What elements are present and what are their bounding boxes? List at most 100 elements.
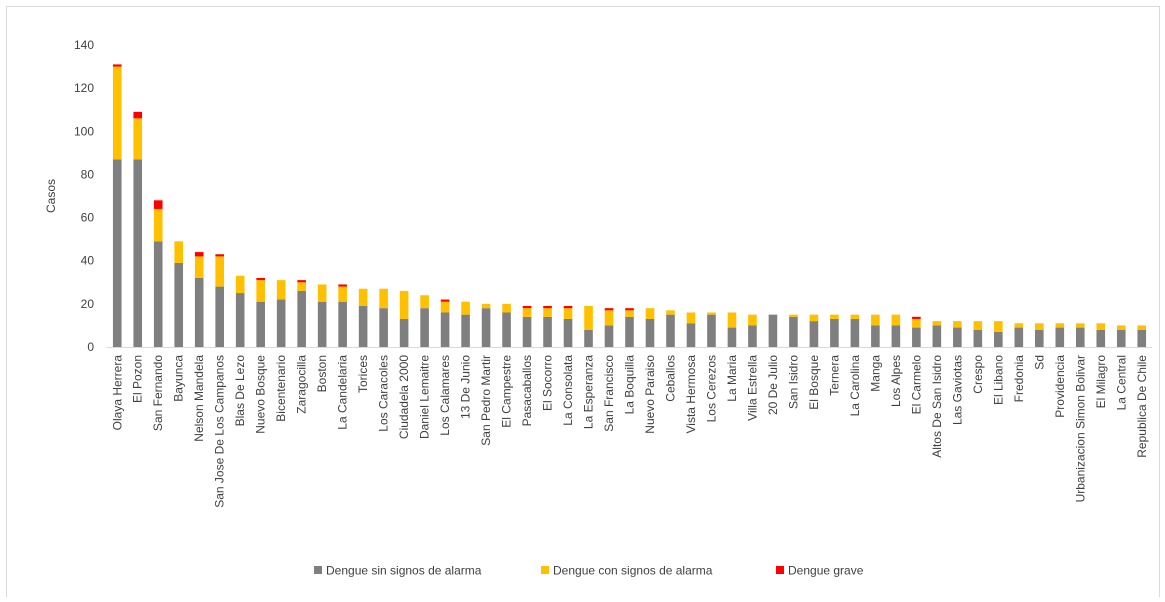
x-tick-label: La Candelaria — [336, 355, 350, 430]
bar-segment-series-1 — [522, 316, 532, 347]
x-tick-label: La Boquilla — [623, 355, 637, 415]
x-tick-label: Ciudadela 2000 — [397, 355, 411, 439]
bar-segment-series-2 — [235, 275, 245, 294]
x-tick-label: La Central — [1114, 355, 1128, 410]
bar-segment-series-1 — [256, 301, 265, 347]
bar-segment-series-2 — [133, 118, 143, 160]
y-axis-label: Casos — [44, 179, 58, 213]
bar-segment-series-3 — [543, 306, 552, 309]
bar-segment-series-1 — [891, 325, 901, 347]
bar-segment-series-2 — [604, 310, 614, 326]
bar-segment-series-2 — [1096, 323, 1106, 330]
x-tick-label: San Francisco — [602, 355, 616, 432]
x-tick-label: Zaragocilla — [295, 355, 309, 414]
bar-segment-series-1 — [215, 286, 224, 347]
bar-segment-series-1 — [768, 314, 778, 347]
bar-segment-series-1 — [153, 241, 163, 347]
bar-segment-series-2 — [461, 301, 470, 315]
bar-segment-series-1 — [625, 316, 634, 347]
bar-segment-series-1 — [748, 325, 757, 347]
x-tick-label: San Pedro Martir — [479, 355, 493, 446]
legend-swatch — [541, 566, 549, 574]
x-tick-label: Altos De San Isidro — [930, 355, 944, 458]
bar-segment-series-1 — [584, 329, 593, 347]
bar-segment-series-2 — [358, 288, 368, 307]
bar-segment-series-1 — [830, 318, 839, 347]
bar-segment-series-2 — [891, 314, 901, 326]
bar-segment-series-2 — [276, 280, 286, 300]
bar-segment-series-2 — [153, 208, 163, 242]
bar-segment-series-1 — [953, 327, 962, 347]
bar-segment-series-2 — [1116, 325, 1126, 330]
bar-segment-series-3 — [440, 299, 450, 302]
bar-segment-series-1 — [604, 325, 614, 347]
bar-segment-series-1 — [645, 318, 655, 347]
bar-segment-series-3 — [194, 252, 204, 257]
bar-segment-series-2 — [727, 312, 737, 328]
bar-segment-series-1 — [1096, 329, 1106, 347]
bar-segment-series-2 — [420, 295, 429, 309]
legend-swatch — [776, 566, 784, 574]
bar-segment-series-2 — [645, 308, 655, 319]
bar-segment-series-2 — [440, 301, 450, 313]
x-tick-label: El Bosque — [807, 355, 821, 410]
bar-segment-series-2 — [809, 314, 819, 322]
bar-segment-series-2 — [1055, 323, 1065, 328]
bar-segment-series-2 — [994, 321, 1003, 332]
x-tick-label: La Esperanza — [582, 355, 596, 429]
bar-segment-series-3 — [153, 200, 163, 209]
x-tick-label: Blas De Lezo — [233, 355, 247, 427]
bar-segment-series-1 — [543, 316, 552, 347]
bar-segment-series-1 — [461, 314, 470, 347]
x-tick-label: Bicentenario — [274, 355, 288, 422]
bar-segment-series-2 — [953, 321, 962, 328]
bar-segment-series-3 — [522, 306, 532, 309]
bar-segment-series-1 — [481, 308, 491, 347]
bar-segment-series-1 — [502, 312, 511, 347]
x-tick-label: Los Cerezos — [704, 355, 718, 422]
bar-segment-series-2 — [481, 303, 491, 309]
bar-segment-series-2 — [973, 321, 983, 330]
bar-segment-series-1 — [1116, 329, 1126, 347]
bar-segment-series-2 — [1137, 325, 1147, 330]
bar-segment-series-1 — [666, 314, 675, 347]
x-tick-label: Torices — [356, 355, 370, 393]
legend: Dengue sin signos de alarma Dengue con si… — [314, 564, 864, 578]
x-tick-label: Boston — [315, 355, 329, 392]
legend-swatch — [314, 566, 322, 574]
x-tick-label: El Campestre — [500, 355, 514, 428]
bar-segment-series-1 — [133, 159, 143, 347]
x-tick-label: 13 De Junio — [459, 355, 473, 419]
bar-segment-series-3 — [297, 280, 306, 283]
x-tick-label: El Carmelo — [909, 355, 923, 415]
bar-segment-series-2 — [215, 256, 224, 287]
x-tick-label: San Fernando — [151, 355, 165, 431]
y-tick-label: 0 — [87, 340, 94, 354]
x-tick-label: Pasacaballos — [520, 355, 534, 426]
bar-segment-series-2 — [850, 314, 860, 319]
bar-segment-series-1 — [563, 318, 573, 347]
legend-label: Dengue grave — [788, 564, 864, 578]
bar-segment-series-1 — [317, 301, 327, 347]
bar-segment-series-1 — [1035, 329, 1044, 347]
bar-segment-series-2 — [1035, 323, 1044, 330]
bar-segment-series-3 — [215, 254, 224, 257]
y-tick-label: 140 — [74, 38, 94, 52]
bar-segment-series-2 — [563, 308, 573, 319]
x-tick-label: Nelson Mandela — [192, 355, 206, 442]
bar-segment-series-1 — [420, 308, 429, 347]
bar-segment-series-1 — [1014, 327, 1024, 347]
bar-segment-series-2 — [584, 306, 593, 330]
x-tick-label: Villa Estrella — [745, 355, 759, 421]
bar-segment-series-1 — [1055, 327, 1065, 347]
bar-segment-series-2 — [625, 310, 634, 317]
x-tick-label: Bayunca — [172, 355, 186, 402]
bar-segment-series-3 — [912, 316, 921, 319]
bar-segment-series-1 — [112, 159, 122, 347]
bar-segment-series-3 — [133, 111, 143, 119]
legend-label: Dengue con signos de alarma — [553, 564, 713, 578]
x-tick-label: El Socorro — [541, 355, 555, 411]
bar-segment-series-1 — [932, 325, 942, 347]
x-tick-label: 20 De Julio — [766, 355, 780, 415]
